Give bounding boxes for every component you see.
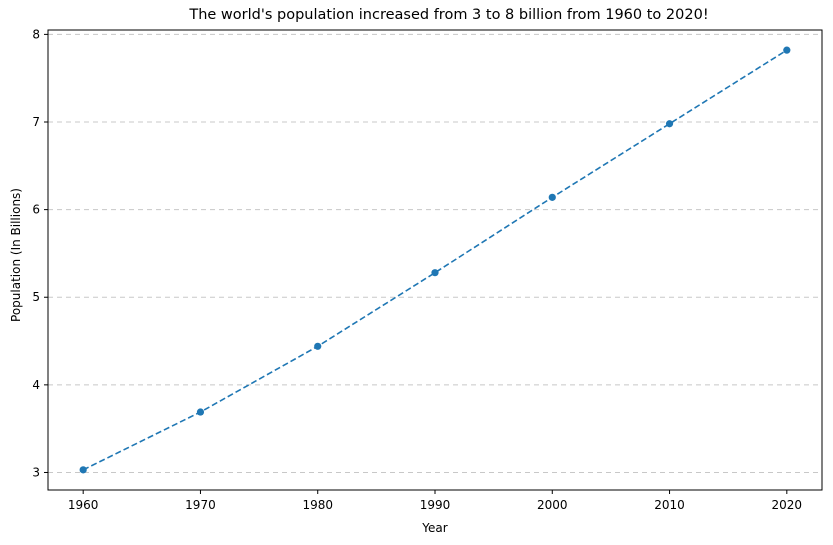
data-point	[196, 408, 205, 416]
y-axis-label: Population (In Billions)	[9, 188, 23, 322]
data-point	[665, 120, 674, 128]
y-tick-label: 5	[32, 290, 40, 304]
y-tick-label: 6	[32, 203, 40, 217]
x-tick-label: 1990	[420, 498, 451, 512]
data-point	[314, 342, 322, 350]
data-point	[79, 466, 87, 474]
x-tick-label: 2010	[654, 498, 685, 512]
data-point	[783, 46, 791, 54]
series-layer	[79, 46, 791, 474]
chart-title: The world's population increased from 3 …	[188, 7, 708, 23]
x-tick-label: 2020	[772, 498, 803, 512]
y-axis-ticks: 3 4 5 6 7 8	[32, 27, 48, 479]
x-axis-ticks: 1960 1970 1980 1990 2000 2010 2020	[68, 490, 802, 512]
x-axis-label: Year	[421, 521, 447, 535]
x-tick-label: 1960	[68, 498, 99, 512]
y-tick-label: 4	[32, 378, 40, 392]
x-tick-label: 2000	[537, 498, 568, 512]
data-point	[431, 269, 439, 277]
series-line	[82, 49, 788, 471]
data-point	[548, 193, 556, 201]
y-tick-label: 8	[32, 27, 40, 41]
x-tick-label: 1980	[302, 498, 333, 512]
grid-lines	[48, 33, 822, 473]
y-tick-label: 7	[32, 115, 40, 129]
y-tick-label: 3	[32, 465, 40, 479]
plot-frame	[47, 29, 823, 491]
x-tick-label: 1970	[185, 498, 216, 512]
